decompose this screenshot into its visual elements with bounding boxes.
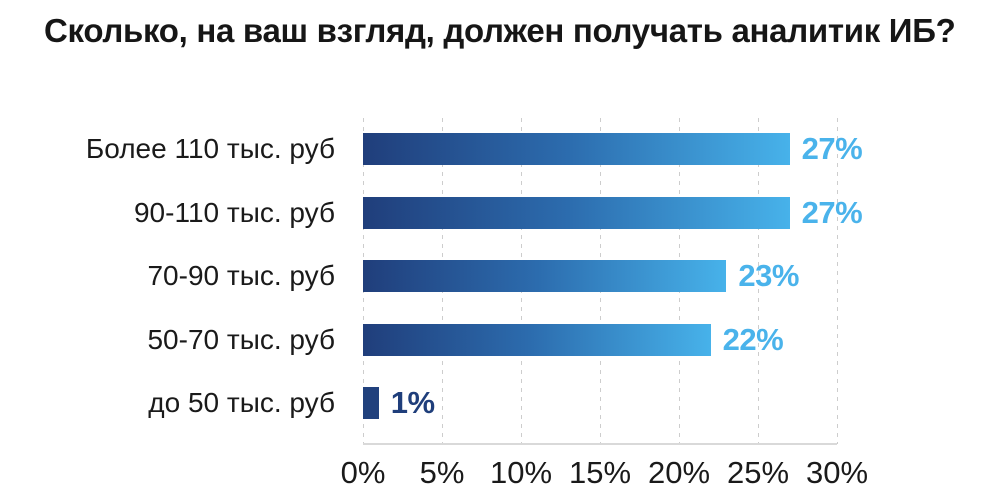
x-tick-label: 10%	[489, 455, 553, 490]
x-tick-label: 20%	[647, 455, 711, 490]
bar	[363, 387, 379, 419]
bar	[363, 196, 790, 229]
plot-area: 27% 27% 23% 22% 1%	[363, 118, 863, 445]
gridline	[837, 118, 838, 444]
category-label: 50-70 тыс. руб	[147, 323, 335, 355]
bar-value-label: 23%	[738, 258, 799, 293]
category-label: 90-110 тыс. руб	[133, 196, 335, 228]
category-label: до 50 тыс. руб	[148, 387, 335, 418]
bar-value-label: 27%	[801, 131, 863, 166]
x-tick-label: 0%	[340, 455, 386, 490]
bar	[363, 260, 727, 292]
category-label: 70-90 тыс. руб	[147, 260, 335, 291]
chart-title: Сколько, на ваш взгляд, должен получать …	[44, 12, 956, 49]
category-label: Более 110 тыс. руб	[85, 133, 335, 164]
gridline	[758, 118, 759, 444]
x-tick-label: 25%	[726, 455, 790, 490]
x-tick-label: 5%	[419, 455, 465, 490]
bar-value-label: 27%	[801, 194, 863, 230]
x-tick-label: 15%	[568, 455, 632, 490]
x-tick-label: 30%	[805, 455, 869, 490]
x-axis-baseline	[363, 443, 837, 445]
bar-value-label: 1%	[390, 385, 435, 420]
bar	[363, 133, 790, 165]
bar	[363, 323, 711, 356]
bar-value-label: 22%	[722, 321, 784, 357]
category-axis: Более 110 тыс. руб 90-110 тыс. руб 70-90 т…	[40, 0, 335, 498]
